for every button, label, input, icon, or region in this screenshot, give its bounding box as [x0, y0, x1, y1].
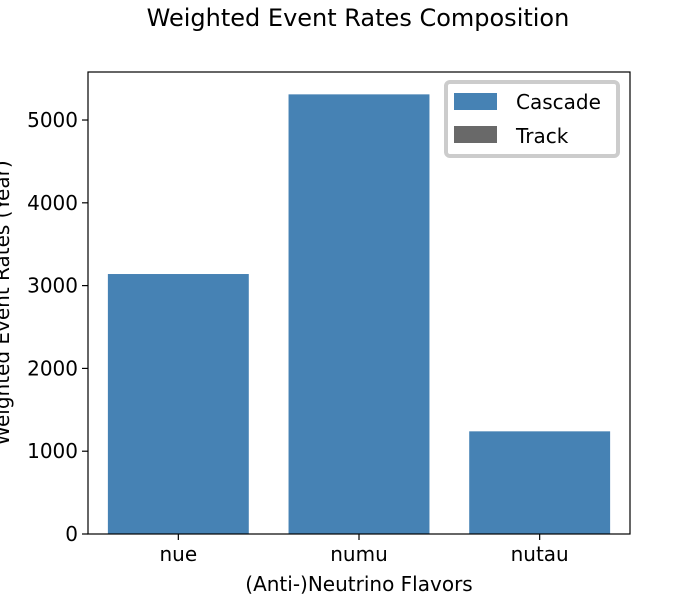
legend-swatch-cascade: [454, 93, 497, 110]
y-axis-label: Weighted Event Rates (Year): [0, 160, 14, 445]
x-axis: nue numu nutau: [160, 534, 569, 566]
y-tick-label: 2000: [27, 356, 78, 380]
x-tick-label-numu: numu: [330, 542, 388, 566]
legend-swatch-track: [454, 126, 497, 143]
y-tick-label: 1000: [27, 439, 78, 463]
y-tick-label: 0: [65, 522, 78, 546]
legend-label-cascade: Cascade: [516, 90, 601, 114]
x-tick-label-nue: nue: [160, 542, 198, 566]
legend: Cascade Track: [444, 80, 620, 158]
chart-title: Weighted Event Rates Composition: [147, 4, 570, 32]
x-tick-label-nutau: nutau: [511, 542, 569, 566]
legend-label-track: Track: [515, 124, 569, 148]
y-axis: 0 1000 2000 3000 4000 5000: [27, 108, 88, 546]
y-tick-label: 4000: [27, 191, 78, 215]
bars-group: [107, 94, 611, 535]
bar-cascade-nue: [107, 274, 249, 534]
y-tick-label: 5000: [27, 108, 78, 132]
y-tick-label: 3000: [27, 274, 78, 298]
bar-cascade-numu: [288, 94, 430, 535]
x-axis-label: (Anti-)Neutrino Flavors: [245, 572, 472, 596]
bar-cascade-nutau: [469, 431, 611, 534]
plot-area: 0 1000 2000 3000 4000 5000 nue numu nutau: [27, 71, 631, 566]
